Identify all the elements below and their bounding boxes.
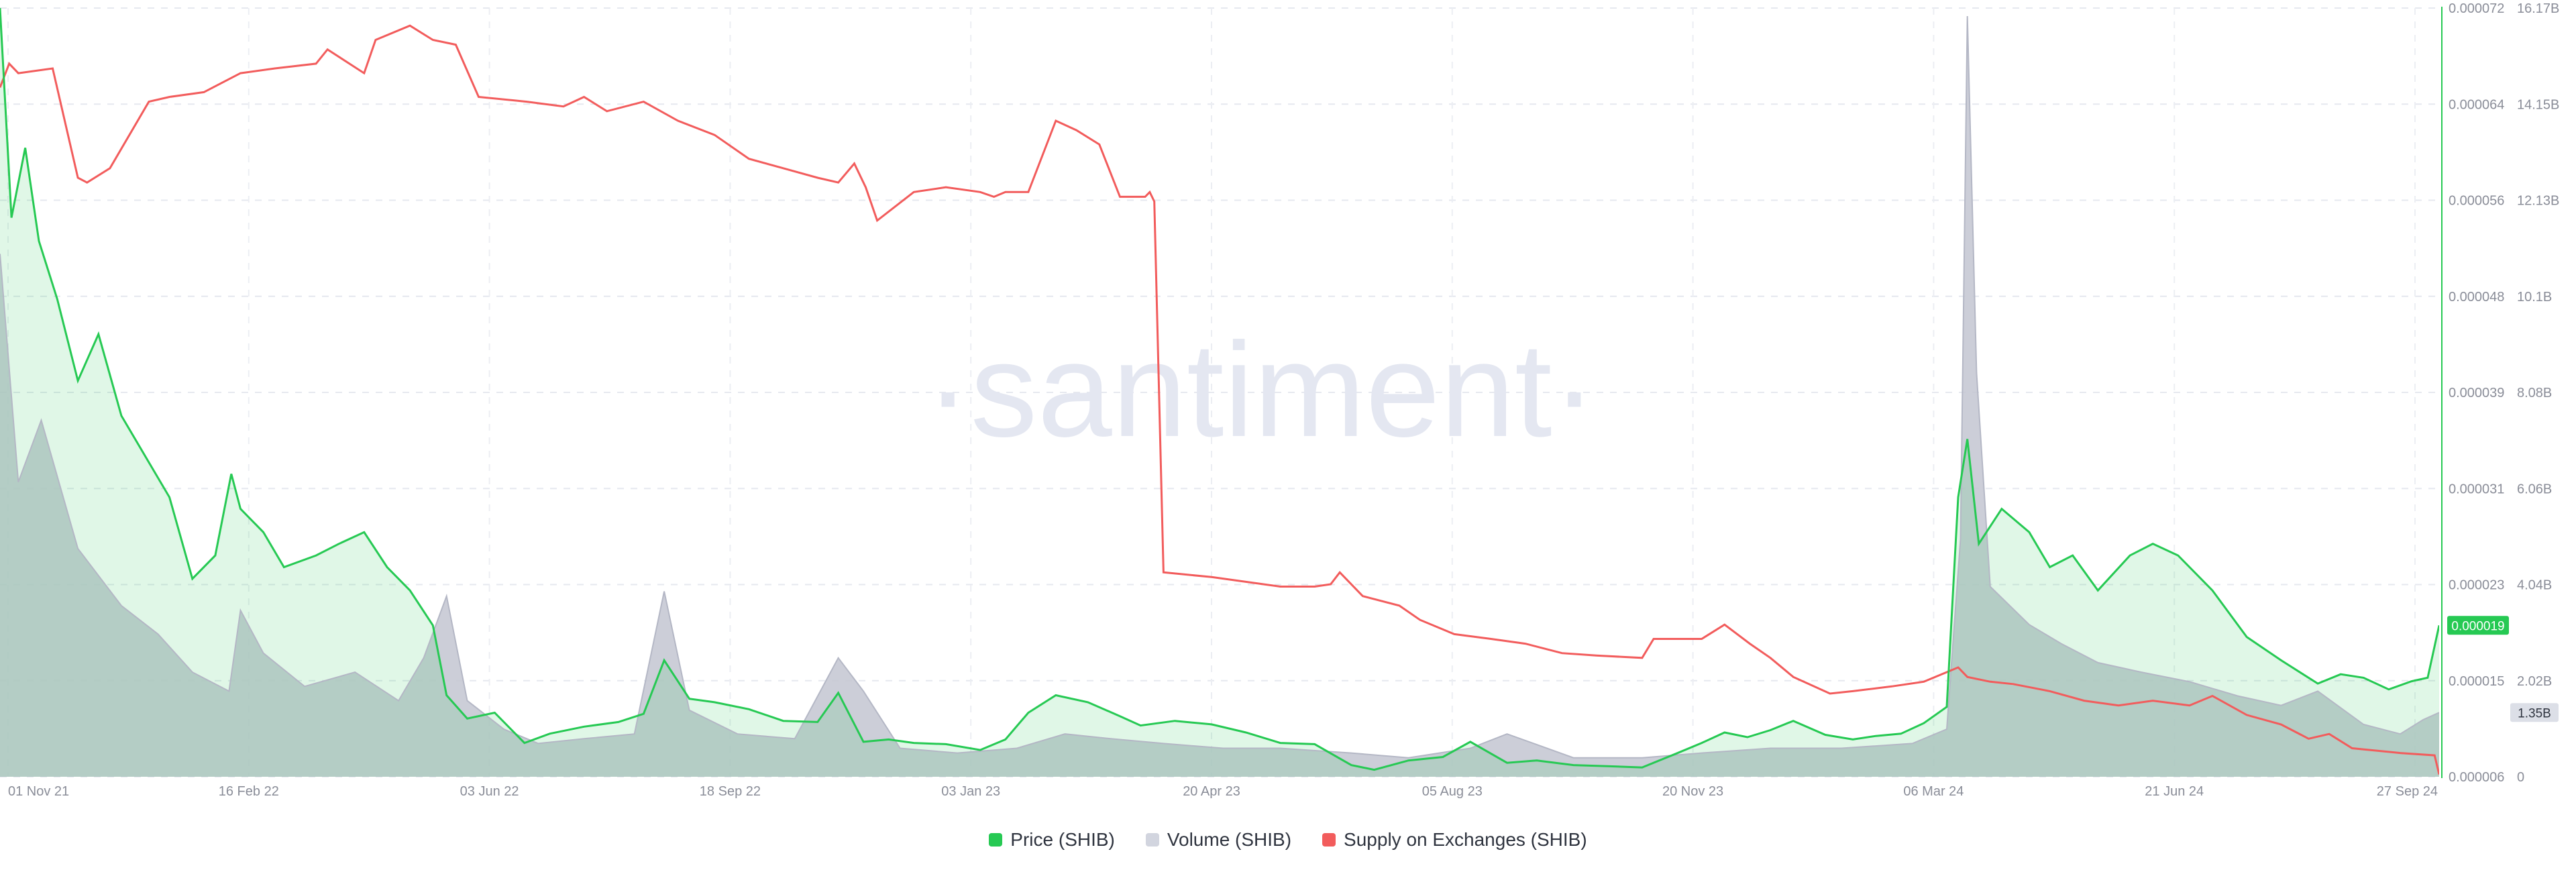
x-tick-label: 20 Nov 23 [1662,784,1723,799]
price-series-area [0,8,2439,777]
legend-item-price[interactable]: Price (SHIB) [989,829,1115,851]
volume-tick-label: 6.06B [2517,482,2552,496]
santiment-watermark: ·santiment· [926,315,1597,465]
x-tick-label: 03 Jan 23 [941,784,1000,799]
legend-swatch-supply [1322,833,1336,847]
price-series-line [0,7,2439,771]
x-tick-label: 16 Feb 22 [219,784,279,799]
volume-tick-label: 2.02B [2517,674,2552,689]
legend-label-volume: Volume (SHIB) [1167,829,1292,850]
price-tick-label: 0.000031 [2449,482,2504,496]
price-axis-ticks: 0.000072 0.000064 0.000056 0.000048 0.000039… [2449,1,2504,785]
price-tick-label: 0.000006 [2449,770,2504,785]
chart-legend: Price (SHIB) Volume (SHIB) Supply on Exc… [0,824,2576,856]
current-volume-label: 1.35B [2518,706,2551,720]
x-tick-label: 06 Mar 24 [1903,784,1964,799]
legend-label-supply: Supply on Exchanges (SHIB) [1344,829,1587,850]
volume-tick-label: 0 [2517,770,2524,785]
current-volume-badge: 1.35B [2510,703,2559,722]
legend-swatch-price [989,833,1003,847]
legend-item-volume[interactable]: Volume (SHIB) [1145,829,1292,851]
current-price-label: 0.000019 [2451,619,2504,633]
legend-swatch-volume [1145,833,1159,847]
x-tick-label: 18 Sep 22 [700,784,761,799]
x-tick-label: 27 Sep 24 [2377,784,2438,799]
price-tick-label: 0.000048 [2449,290,2504,305]
volume-tick-label: 10.1B [2517,290,2552,305]
volume-series-area [0,16,2439,777]
volume-tick-label: 14.15B [2517,97,2559,112]
x-tick-label: 05 Aug 23 [1422,784,1483,799]
x-tick-label: 21 Jun 24 [2145,784,2204,799]
x-tick-label: 20 Apr 23 [1183,784,1240,799]
price-tick-label: 0.000023 [2449,578,2504,593]
x-tick-label: 03 Jun 22 [460,784,519,799]
current-price-badge: 0.000019 [2447,616,2509,635]
x-tick-label: 01 Nov 21 [8,784,69,799]
volume-tick-label: 4.04B [2517,578,2552,593]
legend-item-supply[interactable]: Supply on Exchanges (SHIB) [1322,829,1587,851]
x-axis-ticks: 01 Nov 21 16 Feb 22 03 Jun 22 18 Sep 22 03 J… [8,784,2438,799]
volume-tick-label: 8.08B [2517,386,2552,400]
legend-label-price: Price (SHIB) [1010,829,1115,850]
volume-series-line [0,15,2439,759]
volume-tick-label: 12.13B [2517,194,2559,209]
volume-tick-label: 16.17B [2517,1,2559,16]
price-tick-label: 0.000056 [2449,194,2504,209]
price-tick-label: 0.000039 [2449,386,2504,400]
supply-series-line [0,24,2439,775]
price-tick-label: 0.000064 [2449,97,2504,112]
price-tick-label: 0.000015 [2449,674,2504,689]
price-tick-label: 0.000072 [2449,1,2504,16]
volume-axis-ticks: 16.17B 14.15B 12.13B 10.1B 8.08B 6.06B 4.04B 2.… [2517,1,2559,785]
